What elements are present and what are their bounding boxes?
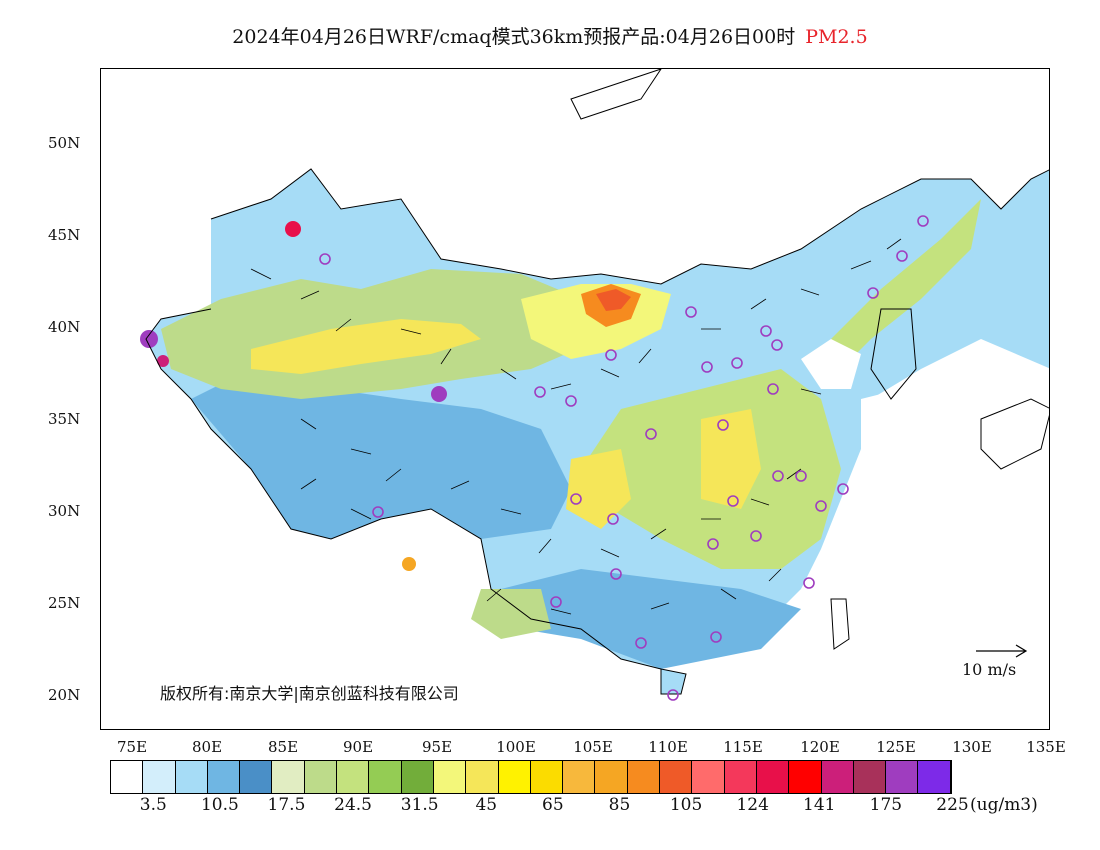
legend-swatch xyxy=(660,761,693,793)
legend-tick-label: 3.5 xyxy=(139,795,167,815)
legend-swatch xyxy=(724,761,757,793)
legend-swatch xyxy=(466,761,499,793)
legend-swatch xyxy=(789,761,822,793)
legend-unit: (ug/m3) xyxy=(970,795,1038,815)
lat-label-20n: 20N xyxy=(48,686,81,704)
japan-outline xyxy=(980,398,1049,470)
legend-labels: 3.5 10.5 17.5 24.5 31.5 45 65 85 105 124 141 175 225 xyxy=(0,795,1100,819)
legend-tick-label: 141 xyxy=(803,795,836,815)
lat-label-25n: 25N xyxy=(48,594,81,612)
pm25-map xyxy=(140,69,1049,701)
taklimakan-high xyxy=(251,319,481,374)
legend-tick-label: 175 xyxy=(869,795,903,815)
legend-swatch xyxy=(595,761,628,793)
legend-swatch xyxy=(240,761,273,793)
legend-swatch xyxy=(627,761,661,793)
lon-label-115e: 115E xyxy=(723,738,763,756)
lat-label-30n: 30N xyxy=(48,502,81,520)
north-xinjiang-hotspot xyxy=(285,221,301,237)
lat-label-35n: 35N xyxy=(48,410,81,428)
legend-swatch xyxy=(369,761,402,793)
legend-swatch xyxy=(530,761,564,793)
legend-swatch xyxy=(756,761,790,793)
korea-outline xyxy=(870,308,917,400)
copyright-text: 版权所有:南京大学|南京创蓝科技有限公司 xyxy=(160,684,459,703)
station-markers xyxy=(319,215,929,701)
legend-tick-label: 65 xyxy=(542,795,564,815)
legend-swatch xyxy=(498,761,531,793)
west-hotspot xyxy=(157,355,169,367)
northeast-band xyxy=(821,199,981,369)
legend-swatch xyxy=(337,761,370,793)
lon-label-105e: 105E xyxy=(573,738,613,756)
legend-swatch xyxy=(401,761,434,793)
qinghai-hotspot xyxy=(431,386,447,402)
wind-scale-arrow xyxy=(976,644,1028,658)
lon-label-110e: 110E xyxy=(648,738,688,756)
lon-label-120e: 120E xyxy=(800,738,840,756)
sichuan-high xyxy=(566,449,631,529)
color-legend xyxy=(110,760,952,794)
lon-label-95e: 95E xyxy=(421,738,453,756)
south-china xyxy=(501,569,801,669)
map-frame xyxy=(100,68,1050,730)
lon-label-100e: 100E xyxy=(496,738,536,756)
legend-swatch xyxy=(272,761,305,793)
legend-swatch xyxy=(886,761,919,793)
lon-label-75e: 75E xyxy=(116,738,148,756)
wind-vectors xyxy=(250,238,902,615)
legend-tick-label: 105 xyxy=(669,795,703,815)
legend-tick-label: 85 xyxy=(608,795,631,815)
sakhalin-outline xyxy=(570,69,662,120)
lon-label-130e: 130E xyxy=(952,738,992,756)
legend-swatch xyxy=(304,761,338,793)
title-main: 2024年04月26日WRF/cmaq模式36km预报产品:04月26日00时 xyxy=(232,26,796,48)
legend-swatch xyxy=(207,761,241,793)
lon-label-85e: 85E xyxy=(267,738,299,756)
north-hotspot-core xyxy=(596,289,631,311)
legend-tick-label: 24.5 xyxy=(334,795,373,815)
map-title: 2024年04月26日WRF/cmaq模式36km预报产品:04月26日00时 P… xyxy=(0,22,1100,49)
yunnan-green xyxy=(471,589,551,639)
legend-tick-label: 124 xyxy=(736,795,769,815)
legend-swatch xyxy=(111,761,144,793)
legend-swatch xyxy=(853,761,887,793)
legend-tick-label: 17.5 xyxy=(267,795,306,815)
legend-swatch xyxy=(563,761,596,793)
lon-label-125e: 125E xyxy=(876,738,916,756)
lat-label-40n: 40N xyxy=(48,318,81,336)
tibet-hotspot xyxy=(402,557,416,571)
wind-scale-label: 10 m/s xyxy=(962,660,1017,679)
legend-swatch xyxy=(692,761,725,793)
hainan-outline xyxy=(660,668,687,695)
taiwan-outline xyxy=(830,598,850,650)
legend-swatch xyxy=(821,761,854,793)
lat-label-45n: 45N xyxy=(48,226,81,244)
kashgar-hotspot xyxy=(140,330,158,348)
legend-tick-label: 225 xyxy=(936,795,969,815)
legend-tick-label: 31.5 xyxy=(400,795,439,815)
legend-swatch xyxy=(433,761,467,793)
yellow-sea-coast xyxy=(861,369,951,509)
tibet-plateau xyxy=(191,369,571,539)
central-high-1 xyxy=(701,409,761,509)
lon-label-90e: 90E xyxy=(342,738,374,756)
lat-label-50n: 50N xyxy=(48,134,81,152)
legend-swatch xyxy=(918,761,951,793)
legend-tick-label: 45 xyxy=(475,795,498,815)
country-boundary xyxy=(145,168,1049,670)
legend-tick-label: 10.5 xyxy=(200,795,239,815)
legend-swatch xyxy=(175,761,208,793)
bohai-sea xyxy=(801,339,861,389)
lon-label-135e: 135E xyxy=(1026,738,1066,756)
legend-swatch xyxy=(143,761,176,793)
title-variable: PM2.5 xyxy=(805,26,868,48)
lon-label-80e: 80E xyxy=(191,738,223,756)
